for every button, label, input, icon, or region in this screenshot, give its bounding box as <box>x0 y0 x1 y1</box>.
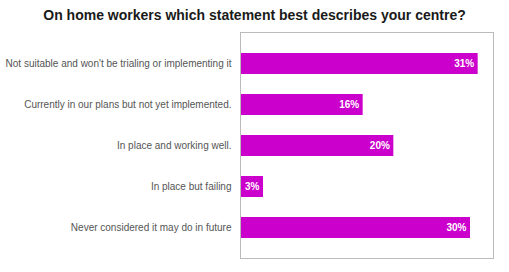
svg-text:Never considered it may do in: Never considered it may do in future <box>71 222 232 233</box>
svg-text:Not suitable and won't be tria: Not suitable and won't be trialing or im… <box>6 58 232 69</box>
html-text:On home workers which statemen: On home workers which statement best des… <box>43 7 466 23</box>
svg-text:In place but failing: In place but failing <box>151 181 232 192</box>
svg-text:20%: 20% <box>370 140 390 151</box>
svg-text:31%: 31% <box>454 58 474 69</box>
svg-text:Currently in our plans but not: Currently in our plans but not yet imple… <box>24 99 231 110</box>
svg-text:16%: 16% <box>339 99 359 110</box>
svg-text:In place and working well.: In place and working well. <box>117 140 232 151</box>
svg-text:30%: 30% <box>446 222 466 233</box>
svg-text:3%: 3% <box>245 181 260 192</box>
